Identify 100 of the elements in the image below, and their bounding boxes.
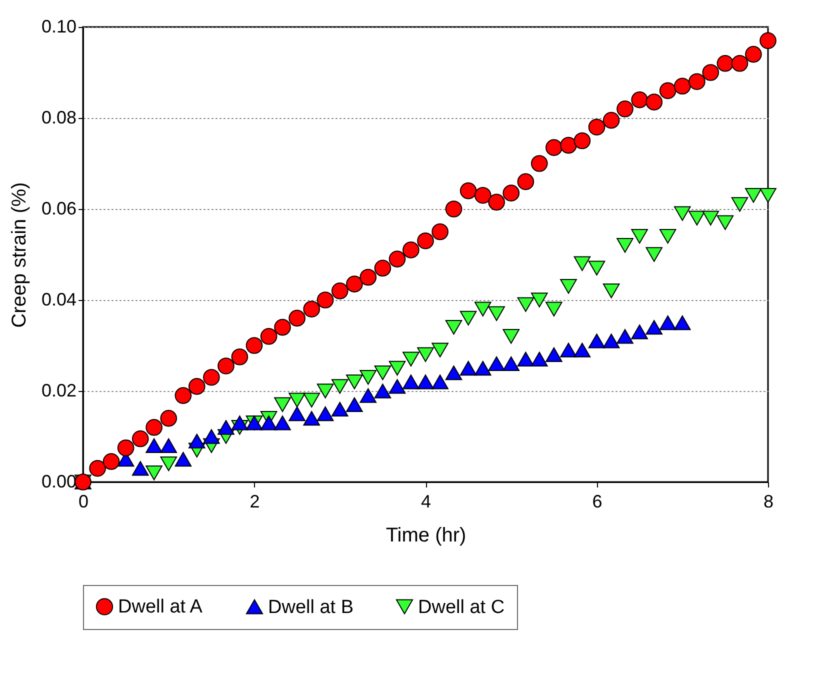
y-tick-label: 0.04 bbox=[41, 290, 76, 310]
point bbox=[517, 173, 534, 190]
point bbox=[331, 282, 348, 300]
point bbox=[731, 197, 748, 212]
point bbox=[616, 329, 634, 344]
point bbox=[432, 223, 448, 240]
point bbox=[616, 238, 634, 253]
point bbox=[502, 329, 520, 344]
point bbox=[546, 347, 562, 362]
point bbox=[631, 228, 648, 244]
point bbox=[274, 397, 291, 412]
point bbox=[588, 118, 606, 136]
point bbox=[659, 315, 676, 330]
point bbox=[674, 206, 691, 221]
point bbox=[231, 348, 248, 366]
x-tick-label: 6 bbox=[592, 492, 602, 512]
point bbox=[146, 419, 162, 436]
point bbox=[574, 256, 591, 271]
point bbox=[488, 356, 505, 372]
point bbox=[274, 416, 291, 430]
point bbox=[218, 358, 234, 374]
point bbox=[530, 292, 548, 308]
point bbox=[346, 374, 363, 390]
point bbox=[560, 342, 577, 358]
point bbox=[417, 374, 434, 390]
point bbox=[716, 55, 734, 72]
point bbox=[530, 155, 548, 172]
point bbox=[402, 242, 420, 258]
point bbox=[388, 360, 406, 376]
point bbox=[659, 228, 676, 244]
point bbox=[146, 438, 162, 453]
point bbox=[246, 337, 263, 354]
point bbox=[288, 392, 306, 408]
point bbox=[588, 334, 606, 348]
point bbox=[760, 32, 776, 50]
y-tick-label: 0.08 bbox=[41, 108, 76, 128]
point bbox=[760, 188, 776, 203]
point bbox=[132, 461, 149, 476]
y-axis-title: Creep strain (%) bbox=[8, 182, 30, 328]
point bbox=[260, 416, 278, 430]
point bbox=[374, 365, 392, 380]
point bbox=[702, 210, 720, 226]
point bbox=[631, 324, 648, 340]
point bbox=[203, 429, 220, 444]
point bbox=[646, 94, 663, 110]
point bbox=[303, 410, 320, 426]
point bbox=[546, 139, 562, 156]
point bbox=[530, 352, 548, 366]
point bbox=[288, 310, 306, 327]
point bbox=[117, 439, 134, 456]
point bbox=[602, 334, 620, 348]
legend-label: Dwell at B bbox=[268, 596, 354, 618]
point bbox=[331, 402, 348, 417]
y-tick-label: 0.10 bbox=[41, 16, 76, 36]
point bbox=[260, 328, 278, 345]
point bbox=[316, 384, 334, 398]
point bbox=[360, 388, 377, 403]
point bbox=[174, 452, 192, 467]
point bbox=[659, 82, 676, 100]
point bbox=[316, 292, 334, 308]
x-tick-label: 8 bbox=[763, 492, 774, 512]
y-tick-label: 0.02 bbox=[41, 380, 76, 400]
point bbox=[188, 434, 206, 448]
point bbox=[731, 55, 748, 72]
point bbox=[402, 374, 420, 390]
point bbox=[374, 260, 392, 277]
x-tick-label: 2 bbox=[250, 492, 260, 512]
point bbox=[274, 318, 291, 336]
point bbox=[560, 136, 577, 154]
point bbox=[89, 460, 106, 477]
point bbox=[716, 215, 734, 230]
point bbox=[646, 320, 663, 335]
point bbox=[460, 182, 477, 200]
point bbox=[374, 384, 392, 398]
point bbox=[331, 379, 348, 394]
point bbox=[702, 64, 720, 81]
point bbox=[160, 438, 178, 453]
point bbox=[417, 347, 434, 362]
point bbox=[445, 200, 462, 218]
point bbox=[303, 392, 320, 408]
point bbox=[688, 73, 706, 90]
point bbox=[602, 112, 620, 129]
point bbox=[517, 352, 534, 366]
point bbox=[346, 397, 363, 412]
point bbox=[132, 430, 149, 448]
point bbox=[674, 78, 691, 95]
point bbox=[474, 186, 492, 204]
point bbox=[288, 406, 306, 422]
legend-label: Dwell at A bbox=[118, 596, 203, 618]
point bbox=[474, 302, 492, 316]
point bbox=[174, 387, 192, 404]
point bbox=[346, 276, 363, 292]
point bbox=[517, 297, 534, 312]
point bbox=[502, 184, 520, 202]
x-tick-label: 4 bbox=[420, 492, 432, 512]
x-axis-title: Time (hr) bbox=[386, 524, 466, 546]
point bbox=[602, 284, 620, 298]
y-tick-label: 0.00 bbox=[41, 472, 76, 492]
point bbox=[688, 210, 706, 226]
point bbox=[388, 379, 406, 394]
